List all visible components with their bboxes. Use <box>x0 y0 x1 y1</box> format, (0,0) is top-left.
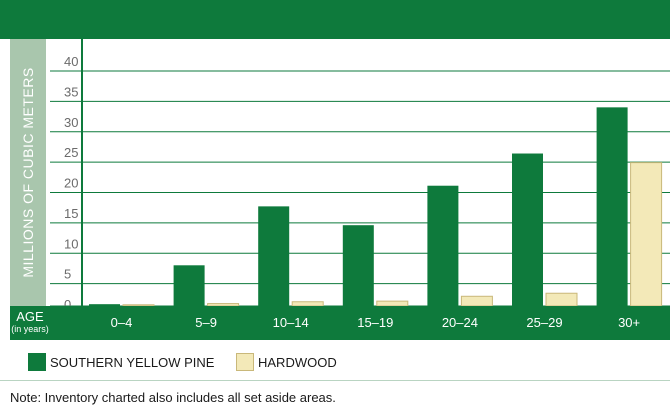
legend-item-pine: SOUTHERN YELLOW PINE <box>28 352 214 372</box>
x-tick-label: 25–29 <box>526 315 562 330</box>
y-tick-label: 20 <box>64 176 78 191</box>
bar-hardwood <box>460 295 493 307</box>
bar-chart: MILLIONS OF CUBIC METERS 0 5 10 15 20 25 30 35 4… <box>10 39 670 340</box>
y-tick-label: 30 <box>64 115 78 130</box>
bars <box>89 107 663 307</box>
header-bar <box>0 0 670 39</box>
legend-swatch-hardwood <box>236 353 254 371</box>
bar-hardwood <box>630 162 663 307</box>
x-tick-label: 15–19 <box>357 315 393 330</box>
y-axis-label: MILLIONS OF CUBIC METERS <box>20 67 36 277</box>
y-tick-label: 35 <box>64 84 78 99</box>
x-tick-label: 20–24 <box>442 315 478 330</box>
bar-hardwood <box>545 292 578 307</box>
x-axis-sublabel: (in years) <box>11 324 49 334</box>
bar-pine <box>596 107 628 306</box>
x-tick-label: 0–4 <box>111 315 133 330</box>
x-tick-label: 30+ <box>618 315 640 330</box>
legend-swatch-pine <box>28 353 46 371</box>
legend-label-pine: SOUTHERN YELLOW PINE <box>50 354 215 370</box>
bar-hardwood <box>291 301 324 307</box>
y-label-background <box>10 39 46 306</box>
y-tick-label: 40 <box>64 54 78 69</box>
bar-pine <box>342 225 374 306</box>
y-tick-label: 15 <box>64 206 78 221</box>
x-axis-background <box>10 306 670 340</box>
y-tick-label: 25 <box>64 145 78 160</box>
x-tick-label: 10–14 <box>273 315 309 330</box>
legend-label-hardwood: HARDWOOD <box>258 354 337 370</box>
bar-hardwood <box>122 304 155 307</box>
bar-pine <box>173 265 205 306</box>
x-axis-label: AGE <box>16 309 44 324</box>
bar-hardwood <box>207 303 240 307</box>
bar-pine <box>89 304 120 306</box>
y-tick-label: 0 <box>64 297 71 312</box>
y-axis-label-band: MILLIONS OF CUBIC METERS <box>10 39 46 306</box>
bar-pine <box>512 153 543 306</box>
y-tick-labels: 0 5 10 15 20 25 30 35 40 <box>64 54 78 312</box>
bar-pine <box>427 185 459 306</box>
y-tick-label: 10 <box>64 236 78 251</box>
x-tick-label: 5–9 <box>195 315 217 330</box>
y-tick-label: 5 <box>64 267 71 282</box>
x-axis-band: AGE(in years) 0–4 5–9 10–14 15–19 20–24 25–29 3… <box>10 306 670 340</box>
footnote: Note: Inventory charted also includes al… <box>10 390 336 405</box>
bar-hardwood <box>376 300 409 307</box>
legend-item-hardwood: HARDWOOD <box>236 352 337 372</box>
gridlines <box>50 39 670 307</box>
legend: SOUTHERN YELLOW PINE HARDWOOD <box>0 340 670 381</box>
bar-pine <box>258 206 290 306</box>
